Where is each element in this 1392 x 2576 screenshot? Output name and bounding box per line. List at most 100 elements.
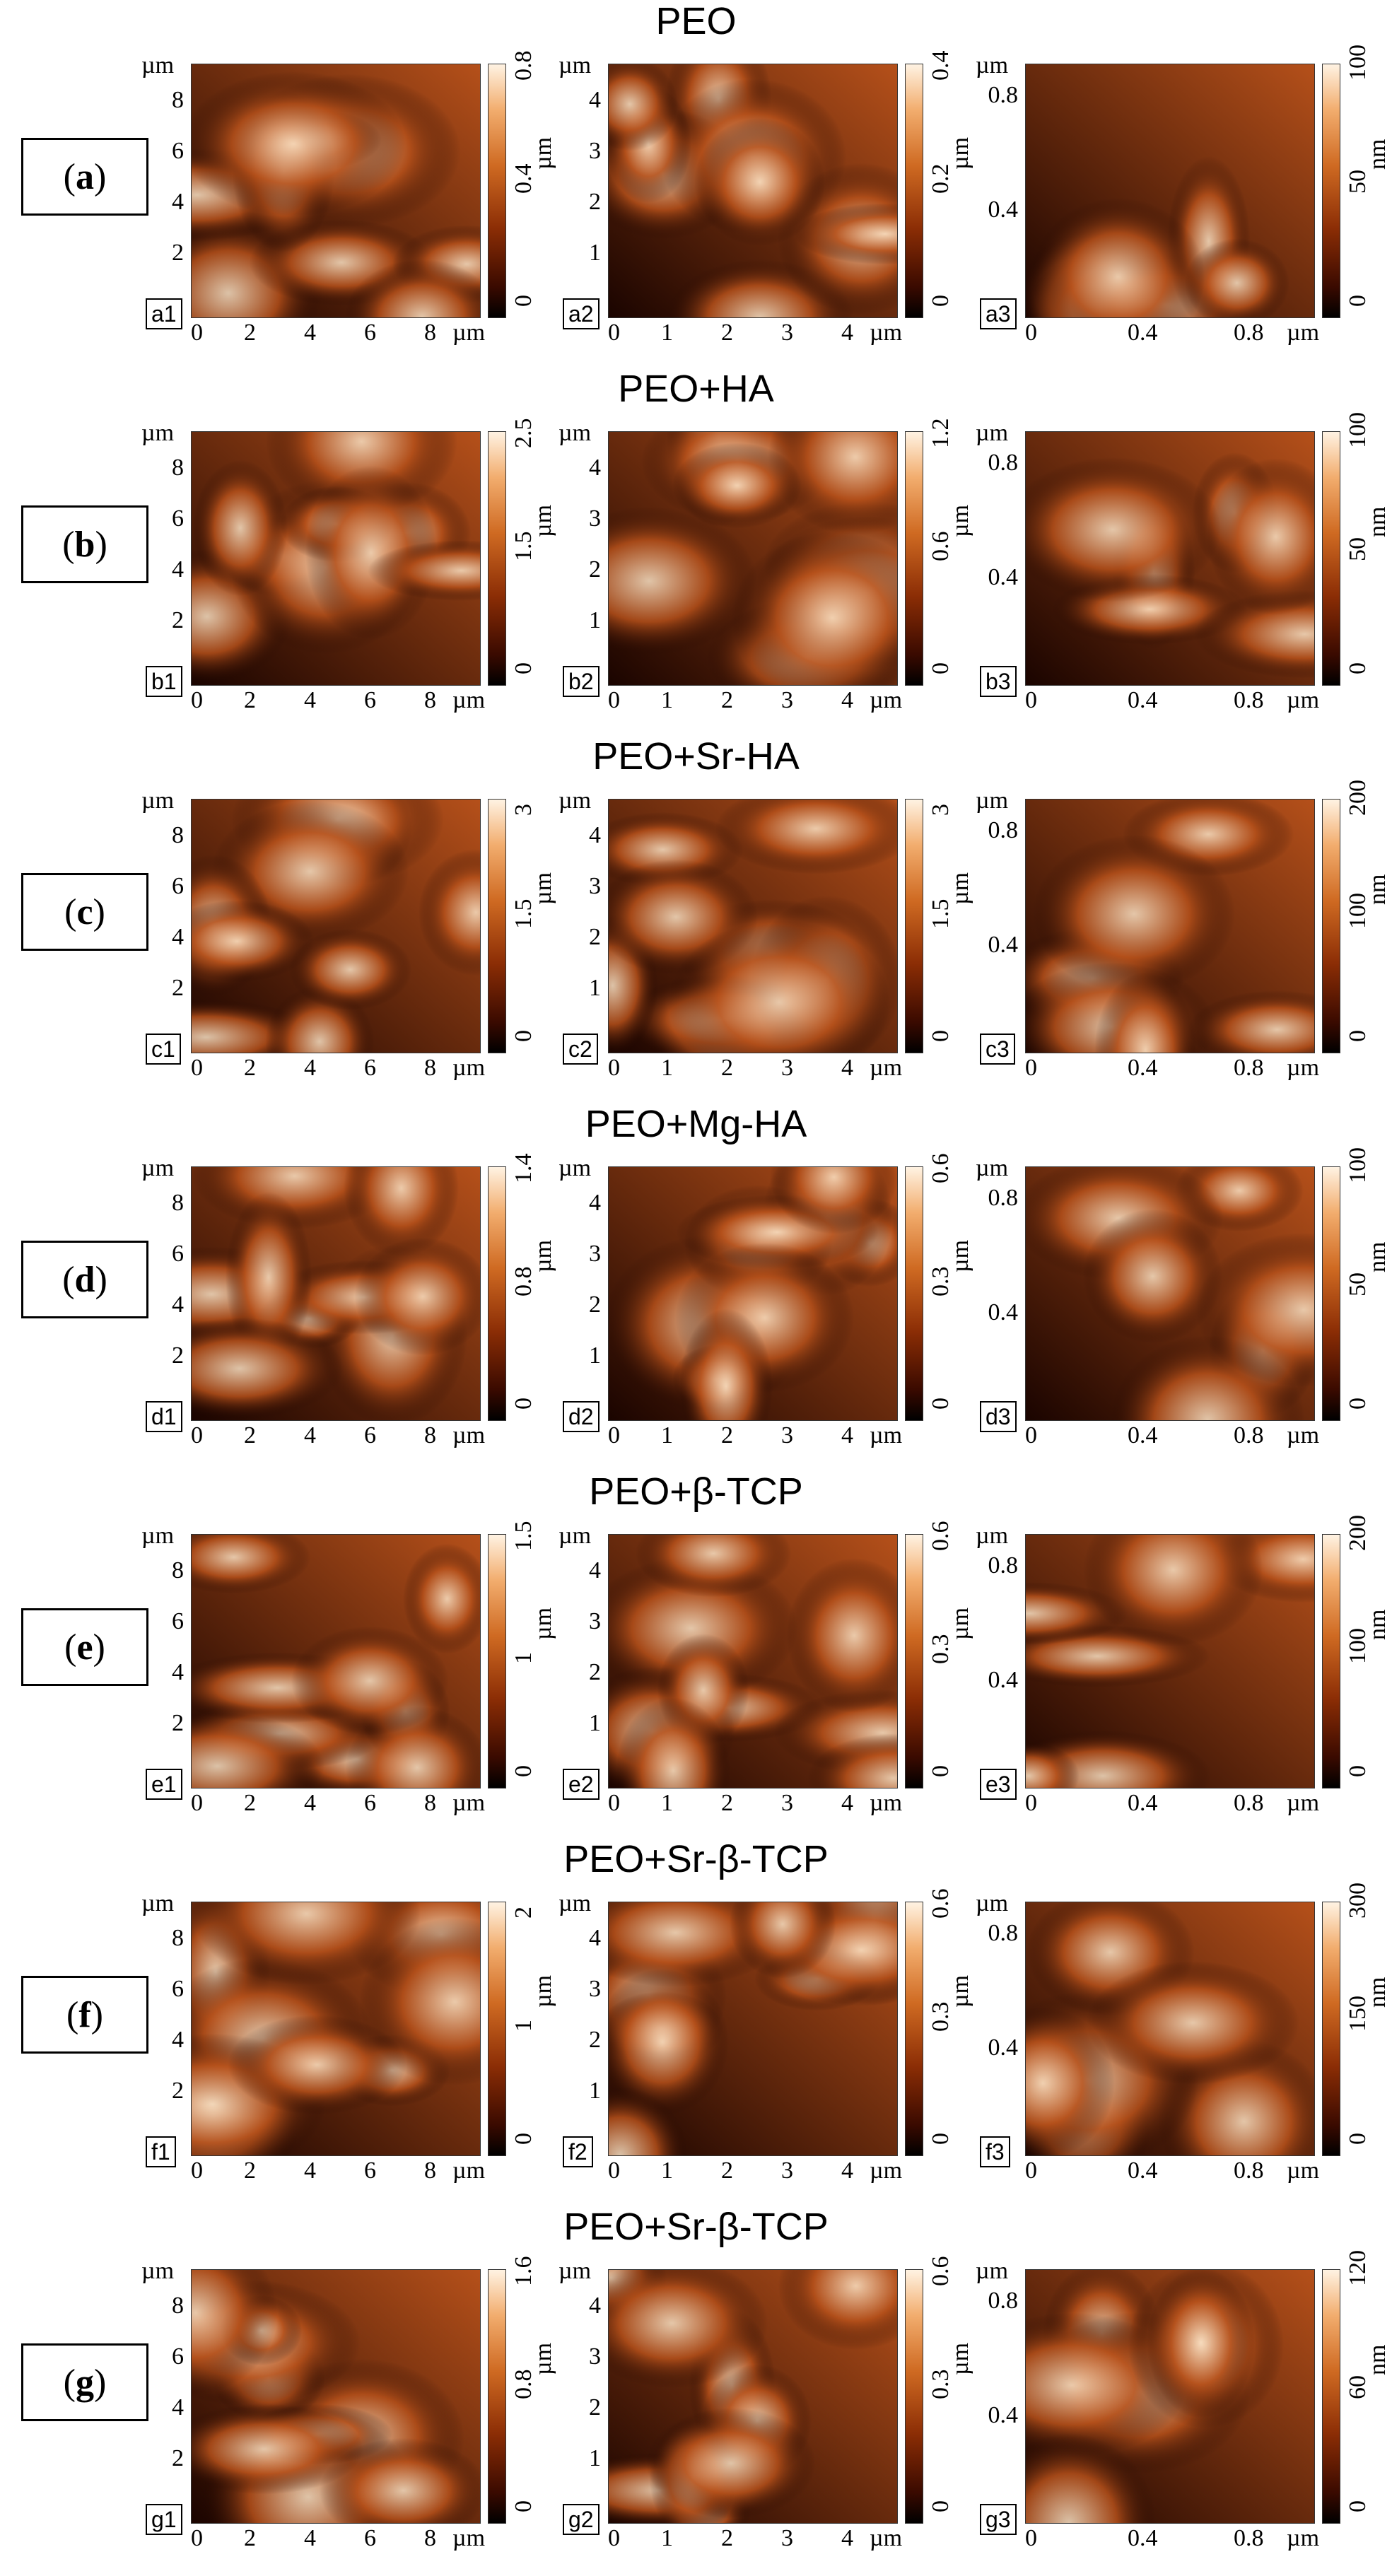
color-scale-tick: 100 xyxy=(1345,45,1371,81)
color-scale-bar xyxy=(905,799,923,1053)
panel-sub-label: d1 xyxy=(146,1401,182,1432)
figure-row-d: PEO+Mg-HA(d) µm 8 6 4 2 1.4 0.8 0 µm 0 2 4 6 8 µm d1 µm 4 3… xyxy=(0,1103,1392,1456)
x-tick-label: 2 xyxy=(721,1422,733,1448)
x-axis-unit: µm xyxy=(1287,687,1320,713)
y-axis-unit: µm xyxy=(141,788,175,814)
y-axis-unit: µm xyxy=(976,52,1009,78)
y-tick-label: 1 xyxy=(589,240,601,267)
panel-sub-label: b1 xyxy=(146,666,182,697)
x-tick-label: 3 xyxy=(781,1790,793,1816)
y-tick-label: 3 xyxy=(589,1608,601,1635)
panel-sub-label: e2 xyxy=(563,1769,600,1800)
color-scale-tick: 0.6 xyxy=(928,2256,954,2287)
x-tick-label: 0.8 xyxy=(1234,1790,1264,1816)
panel-sub-label: f3 xyxy=(980,2136,1010,2167)
y-tick-label: 8 xyxy=(172,2293,184,2319)
afm-panel-f1: µm 8 6 4 2 2 1 0 µm 0 2 4 6 8 µm f1 xyxy=(120,1887,556,2184)
x-axis-unit: µm xyxy=(1287,2158,1320,2184)
y-axis-unit: µm xyxy=(976,1523,1009,1549)
y-tick-label: 0.4 xyxy=(988,564,1019,590)
y-axis-unit: µm xyxy=(558,1523,592,1549)
afm-panel-e3: µm 0.8 0.4 200 100 0 nm 0 0.4 0.8 µm e3 xyxy=(954,1515,1391,1816)
x-tick-label: 4 xyxy=(841,1055,853,1081)
color-scale-tick: 0 xyxy=(510,1398,537,1410)
y-tick-label: 1 xyxy=(589,975,601,1002)
y-axis-unit: µm xyxy=(141,1890,175,1916)
color-scale-bar xyxy=(488,1534,506,1788)
row-title: PEO+Sr-β-TCP xyxy=(563,1838,829,1880)
x-tick-label: 0 xyxy=(608,320,620,346)
afm-panel-e1: µm 8 6 4 2 1.5 1 0 µm 0 2 4 6 8 µm e1 xyxy=(120,1520,556,1817)
color-scale-bar xyxy=(905,1166,923,1421)
x-tick-label: 0.4 xyxy=(1128,1790,1158,1816)
afm-panel-a2: µm 4 3 2 1 0.4 0.2 0 µm 0 1 2 3 4 µm a2 xyxy=(537,49,973,346)
x-axis-unit: µm xyxy=(452,1055,486,1081)
color-scale-tick: 1.2 xyxy=(928,418,954,449)
y-axis-unit: µm xyxy=(976,2258,1009,2284)
x-tick-label: 6 xyxy=(364,320,376,346)
y-tick-label: 0.4 xyxy=(988,932,1019,958)
x-axis-unit: µm xyxy=(1287,1422,1320,1448)
x-tick-label: 0 xyxy=(1025,320,1037,346)
y-tick-label: 0.4 xyxy=(988,1299,1019,1325)
y-tick-label: 1 xyxy=(589,607,601,634)
x-tick-label: 6 xyxy=(364,1790,376,1816)
x-tick-label: 0 xyxy=(1025,2525,1037,2551)
x-axis-unit: µm xyxy=(452,687,486,713)
x-tick-label: 1 xyxy=(661,2158,673,2184)
color-scale-tick: 0 xyxy=(1345,2133,1371,2145)
x-tick-label: 0.4 xyxy=(1128,2158,1158,2184)
x-tick-label: 0.8 xyxy=(1234,1422,1264,1448)
x-axis-unit: µm xyxy=(1287,2525,1320,2551)
y-axis-unit: µm xyxy=(558,1155,592,1181)
x-tick-label: 0 xyxy=(608,687,620,713)
x-tick-label: 8 xyxy=(424,1422,436,1448)
color-scale-tick: 0.8 xyxy=(510,50,537,81)
row-label-box: (e) xyxy=(21,1608,148,1686)
afm-panel-b1: µm 8 6 4 2 2.5 1.5 0 µm 0 2 4 6 8 µm b1 xyxy=(120,417,556,714)
row-label-box: (f) xyxy=(21,1976,148,2054)
afm-height-map xyxy=(608,1902,898,2156)
color-scale-tick: 0 xyxy=(510,1030,537,1042)
color-scale-bar xyxy=(905,64,923,318)
color-scale-bar xyxy=(1322,1534,1340,1788)
color-scale-tick: 0.6 xyxy=(928,1521,954,1552)
color-scale-bar xyxy=(1322,431,1340,686)
color-scale-tick: 0 xyxy=(928,2500,954,2512)
y-tick-label: 3 xyxy=(589,505,601,532)
afm-panel-d3: µm 0.8 0.4 100 50 0 nm 0 0.4 0.8 µm d3 xyxy=(954,1147,1391,1448)
y-tick-label: 8 xyxy=(172,1190,184,1217)
afm-panel-f2: µm 4 3 2 1 0.6 0.3 0 µm 0 1 2 3 4 µm f2 xyxy=(537,1887,973,2184)
x-tick-label: 3 xyxy=(781,2158,793,2184)
y-tick-label: 2 xyxy=(589,1659,601,1686)
y-tick-label: 2 xyxy=(589,1292,601,1318)
y-axis-unit: µm xyxy=(976,1155,1009,1181)
panel-sub-label: g2 xyxy=(563,2504,600,2535)
color-scale-tick: 1.5 xyxy=(510,1521,537,1552)
y-tick-label: 0.4 xyxy=(988,2035,1019,2061)
afm-panel-c2: µm 4 3 2 1 3 1.5 0 µm 0 1 2 3 4 µm c2 xyxy=(537,785,973,1081)
x-tick-label: 0 xyxy=(191,687,203,713)
x-tick-label: 0.4 xyxy=(1128,320,1158,346)
y-axis-unit: µm xyxy=(558,52,592,78)
x-axis-unit: µm xyxy=(452,1422,486,1448)
y-axis-unit: µm xyxy=(976,788,1009,814)
panel-sub-label: f1 xyxy=(146,2136,176,2167)
afm-height-map xyxy=(191,2269,481,2524)
panel-sub-label: d2 xyxy=(563,1401,600,1432)
y-axis-unit: µm xyxy=(558,788,592,814)
x-tick-label: 0 xyxy=(608,2525,620,2551)
afm-height-map xyxy=(191,799,481,1053)
panel-sub-label: g3 xyxy=(980,2504,1017,2535)
y-tick-label: 1 xyxy=(589,2078,601,2104)
afm-panel-g1: µm 8 6 4 2 1.6 0.8 0 µm 0 2 4 6 8 µm g1 xyxy=(120,2255,556,2552)
y-tick-label: 3 xyxy=(589,873,601,900)
x-tick-label: 6 xyxy=(364,2525,376,2551)
row-title: PEO+Sr-β-TCP xyxy=(563,2206,829,2248)
x-tick-label: 0 xyxy=(191,320,203,346)
y-tick-label: 2 xyxy=(172,2445,184,2472)
panel-sub-label: a1 xyxy=(146,298,182,329)
color-scale-tick: 1 xyxy=(510,2020,537,2032)
panel-sub-label: e3 xyxy=(980,1769,1017,1800)
x-tick-label: 0 xyxy=(1025,1790,1037,1816)
